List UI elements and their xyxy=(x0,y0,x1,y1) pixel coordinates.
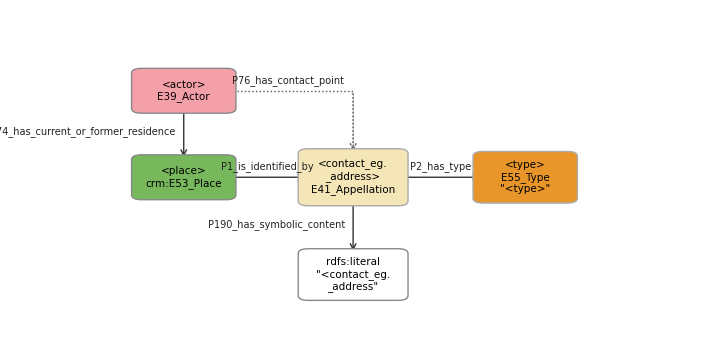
FancyBboxPatch shape xyxy=(132,155,236,200)
Text: <type>
E55_Type
"<type>": <type> E55_Type "<type>" xyxy=(500,160,551,194)
Text: P74_has_current_or_former_residence: P74_has_current_or_former_residence xyxy=(0,126,176,137)
FancyBboxPatch shape xyxy=(298,249,408,300)
Text: <place>
crm:E53_Place: <place> crm:E53_Place xyxy=(145,166,222,188)
Text: P1_is_identified_by: P1_is_identified_by xyxy=(221,161,314,172)
Text: P190_has_symbolic_content: P190_has_symbolic_content xyxy=(208,219,345,230)
Text: P2_has_type: P2_has_type xyxy=(410,161,471,172)
Text: rdfs:literal
"<contact_eg.
_address": rdfs:literal "<contact_eg. _address" xyxy=(316,257,391,292)
Text: <actor>
E39_Actor: <actor> E39_Actor xyxy=(157,80,210,102)
FancyBboxPatch shape xyxy=(473,151,577,203)
Text: <contact_eg.
_address>
E41_Appellation: <contact_eg. _address> E41_Appellation xyxy=(311,160,396,195)
FancyBboxPatch shape xyxy=(298,149,408,206)
FancyBboxPatch shape xyxy=(132,68,236,113)
Text: P76_has_contact_point: P76_has_contact_point xyxy=(231,75,343,86)
